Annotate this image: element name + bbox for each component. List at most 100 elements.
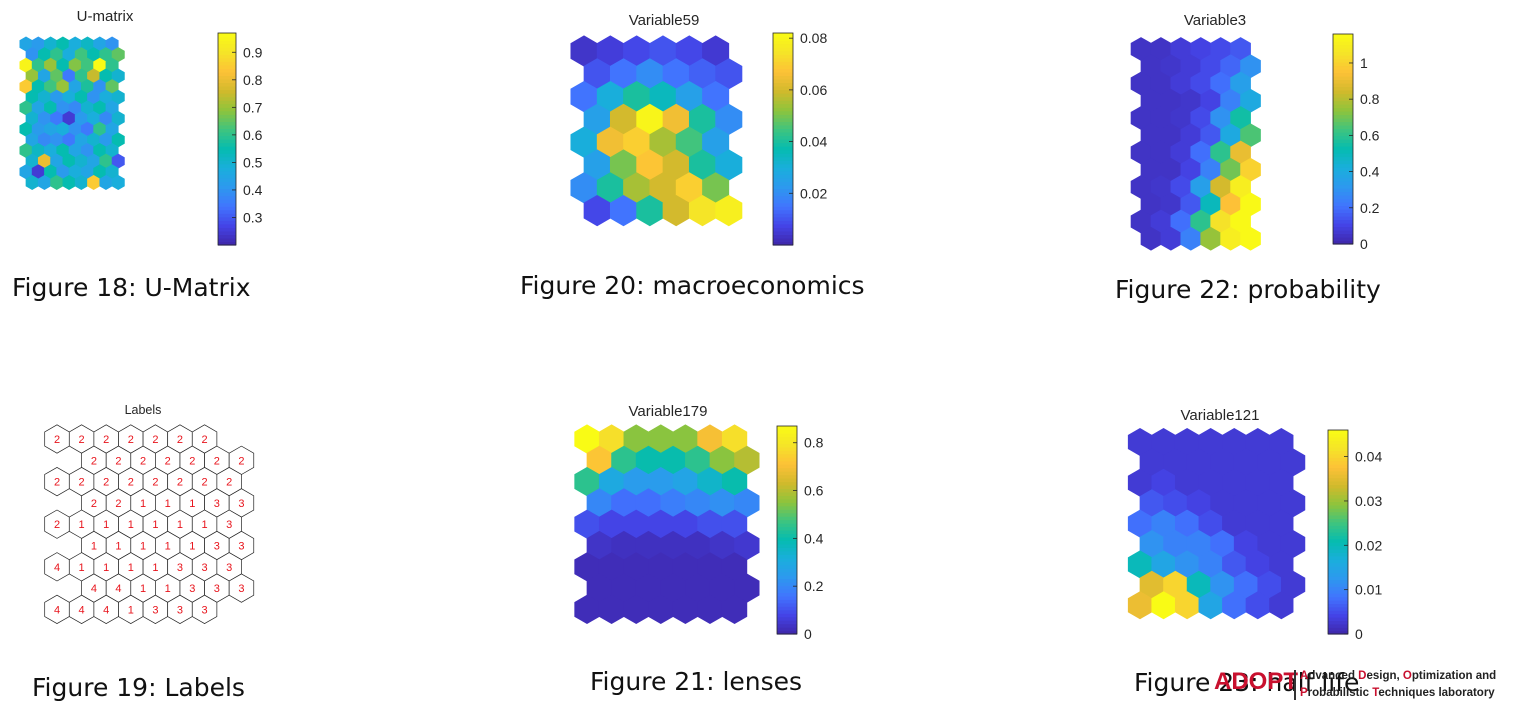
cluster-label: 1 xyxy=(140,498,146,510)
colorbar-segment xyxy=(1333,149,1353,154)
hex-cell xyxy=(105,164,119,180)
logo-word: dvanced xyxy=(1308,670,1359,682)
colorbar-segment xyxy=(1333,188,1353,193)
hex-cell xyxy=(1151,428,1176,456)
hex-cell xyxy=(609,149,637,181)
hex-cell xyxy=(93,36,107,52)
hex-cell xyxy=(87,47,101,63)
hex-cell xyxy=(598,552,625,582)
colorbar-segment xyxy=(1328,433,1348,438)
hex-cell xyxy=(1233,489,1259,518)
hex-cell xyxy=(1151,509,1176,538)
hex-cell xyxy=(1160,226,1182,251)
cluster-label: 1 xyxy=(165,498,171,510)
cluster-label: 1 xyxy=(91,541,97,553)
cluster-label: 1 xyxy=(189,541,195,553)
hex-cell xyxy=(1230,175,1251,199)
hex-cell xyxy=(675,126,703,158)
colorbar-segment xyxy=(777,536,797,541)
cluster-label: 1 xyxy=(140,583,146,595)
hex-cell xyxy=(1140,192,1162,217)
colorbar-segment xyxy=(777,498,797,503)
hex-cell xyxy=(1220,88,1241,113)
hex-cell xyxy=(598,594,625,624)
colorbar-segment xyxy=(218,234,236,239)
cluster-label: 1 xyxy=(79,562,85,574)
umatrix-caption: Figure 18: U-Matrix xyxy=(12,273,251,302)
colorbar-segment xyxy=(773,156,793,161)
colorbar-segment xyxy=(773,216,793,221)
cluster-label: 2 xyxy=(91,498,97,510)
colorbar-segment xyxy=(218,241,236,246)
hex-cell xyxy=(1180,54,1202,79)
cluster-label: 3 xyxy=(177,604,183,616)
hex-cell xyxy=(583,103,611,135)
colorbar-segment xyxy=(777,509,797,514)
colorbar-segment xyxy=(1328,606,1348,611)
hex-cell xyxy=(44,57,58,73)
hex-cell xyxy=(635,530,662,561)
hex-cell xyxy=(44,100,58,116)
colorbar-segment xyxy=(1333,48,1353,53)
colorbar-segment xyxy=(1328,623,1348,628)
hex-cell xyxy=(105,100,119,116)
hex-cell xyxy=(1269,550,1294,579)
variable59-title: Variable59 xyxy=(628,12,700,29)
colorbar-segment xyxy=(777,575,797,580)
colorbar-segment xyxy=(1333,37,1353,42)
cluster-label: 3 xyxy=(202,562,208,574)
hex-cell xyxy=(635,488,662,518)
hex-cell xyxy=(1233,448,1259,477)
hex-cell xyxy=(1230,71,1251,96)
cluster-label: 2 xyxy=(115,498,121,510)
hex-cell xyxy=(1186,530,1212,558)
hex-cell xyxy=(1245,509,1270,538)
hex-cell xyxy=(1198,468,1223,497)
hex-cell xyxy=(1190,106,1212,130)
cluster-label: 3 xyxy=(238,498,244,510)
colorbar-segment xyxy=(773,199,793,204)
hex-cell xyxy=(80,36,94,52)
hex-cell xyxy=(56,100,70,116)
colorbar-segment xyxy=(777,426,797,431)
colorbar-segment xyxy=(1328,457,1348,462)
colorbar-segment xyxy=(1328,521,1348,526)
colorbar-segment xyxy=(1333,170,1353,175)
cluster-label: 1 xyxy=(165,583,171,595)
colorbar-segment xyxy=(218,135,236,140)
cluster-label: 4 xyxy=(79,604,85,616)
colorbar-segment xyxy=(777,623,797,628)
colorbar-segment xyxy=(218,47,236,52)
colorbar-segment xyxy=(773,202,793,207)
hex-cell xyxy=(586,488,612,518)
hex-cell xyxy=(19,57,33,73)
colorbar-segment xyxy=(1328,484,1348,489)
colorbar-tick-label: 1 xyxy=(1360,55,1368,71)
colorbar-tick-label: 0.4 xyxy=(243,182,263,198)
colorbar-segment xyxy=(1328,447,1348,451)
hex-cell xyxy=(1210,489,1235,518)
hex-cell xyxy=(50,174,64,190)
hex-cell xyxy=(1240,123,1261,148)
colorbar-segment xyxy=(218,227,236,232)
hex-cell xyxy=(1200,157,1222,182)
colorbar-segment xyxy=(773,170,793,175)
umatrix-title: U-matrix xyxy=(76,8,134,25)
logo-mark: ADOPT xyxy=(1214,668,1298,695)
colorbar-tick-label: 0 xyxy=(1355,626,1363,642)
cluster-label: 3 xyxy=(238,583,244,595)
hex-cell xyxy=(74,47,88,63)
hex-cell xyxy=(685,530,711,561)
hex-cell xyxy=(1151,468,1176,497)
hex-cell xyxy=(1220,226,1241,251)
colorbar-segment xyxy=(777,460,797,465)
hex-cell xyxy=(675,35,703,67)
hex-cell xyxy=(586,573,612,603)
colorbar-segment xyxy=(1328,579,1348,584)
colorbar-segment xyxy=(777,450,797,455)
cluster-label: 1 xyxy=(128,519,134,531)
colorbar-tick-label: 0.4 xyxy=(1360,164,1380,180)
hex-cell xyxy=(1210,71,1231,96)
hex-cell xyxy=(709,573,735,603)
colorbar-segment xyxy=(773,71,793,76)
